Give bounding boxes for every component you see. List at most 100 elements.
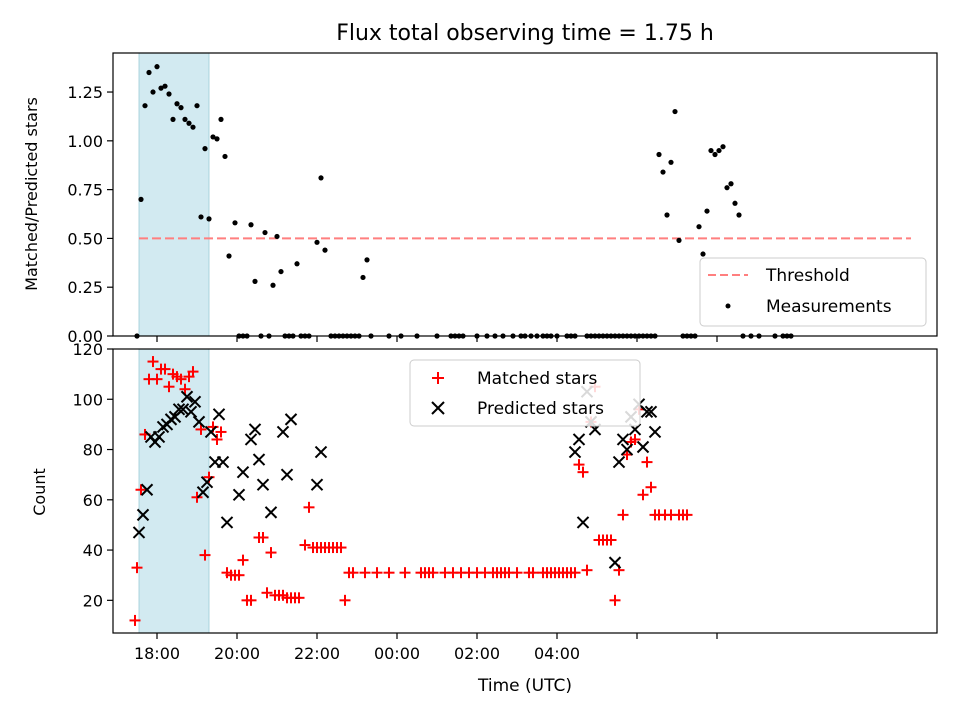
x-tick-label: 02:00 bbox=[454, 644, 500, 663]
threshold-legend-label: Threshold bbox=[765, 266, 850, 286]
measurement-point bbox=[194, 103, 200, 109]
measurement-point bbox=[318, 175, 324, 181]
matched-legend-marker bbox=[432, 372, 444, 384]
predicted-point bbox=[256, 478, 270, 491]
measurement-point bbox=[728, 181, 734, 187]
measurement-point bbox=[186, 120, 192, 126]
predicted-point bbox=[212, 408, 226, 421]
predicted-point bbox=[216, 455, 230, 469]
matched-point bbox=[191, 491, 203, 503]
matched-point bbox=[605, 534, 617, 546]
matched-point bbox=[147, 356, 159, 368]
measurement-point bbox=[660, 169, 666, 175]
measurement-point bbox=[672, 108, 678, 115]
measurements-legend-marker bbox=[725, 303, 731, 309]
matched-point bbox=[383, 567, 395, 579]
predicted-point bbox=[184, 405, 198, 419]
predicted-point bbox=[612, 455, 626, 469]
predicted-point bbox=[616, 433, 630, 446]
matched-point bbox=[339, 594, 351, 606]
measurement-point bbox=[138, 196, 144, 202]
measurement-point bbox=[668, 159, 674, 165]
y-tick-label: 60 bbox=[83, 491, 103, 510]
predicted-point bbox=[172, 403, 186, 416]
matched-point bbox=[303, 501, 315, 513]
predicted-legend-marker bbox=[431, 401, 445, 415]
predicted-point bbox=[640, 405, 654, 419]
matched-point bbox=[335, 542, 347, 554]
matched-point bbox=[577, 466, 589, 478]
bottom-plot-frame bbox=[112, 348, 938, 634]
matched-legend-label: Matched stars bbox=[477, 369, 597, 389]
measurement-point bbox=[364, 257, 370, 263]
x-axis-label: Time (UTC) bbox=[477, 676, 572, 696]
measurement-point bbox=[252, 278, 258, 284]
measurement-point bbox=[360, 274, 366, 281]
matched-point bbox=[359, 567, 371, 579]
matched-point bbox=[135, 484, 147, 496]
measurement-point bbox=[720, 144, 726, 150]
measurement-point bbox=[708, 147, 714, 154]
predicted-point bbox=[264, 506, 278, 519]
y-tick-label: 0.00 bbox=[67, 327, 103, 346]
measurement-point bbox=[166, 91, 172, 97]
measurement-point bbox=[322, 247, 328, 253]
x-tick-label: 18:00 bbox=[134, 644, 180, 663]
predicted-point bbox=[188, 395, 202, 408]
measurement-point bbox=[248, 222, 254, 228]
measurement-point bbox=[154, 64, 160, 70]
matched-point bbox=[215, 426, 227, 438]
measurement-point bbox=[656, 151, 662, 158]
measurement-point bbox=[142, 103, 148, 109]
shaded-span bbox=[138, 52, 210, 337]
matched-point bbox=[261, 587, 273, 599]
y-tick-label: 120 bbox=[72, 340, 103, 359]
matched-point bbox=[371, 567, 383, 579]
bottom-legend-box bbox=[409, 359, 641, 427]
measurement-point bbox=[294, 261, 300, 267]
predicted-point bbox=[608, 556, 622, 569]
matched-point bbox=[237, 554, 249, 566]
matched-point bbox=[609, 594, 621, 606]
y-tick-label: 20 bbox=[83, 591, 103, 610]
matched-point bbox=[511, 567, 523, 579]
y-tick-label: 80 bbox=[83, 441, 103, 460]
measurement-point bbox=[712, 151, 718, 158]
y-tick-label: 40 bbox=[83, 541, 103, 560]
predicted-point bbox=[568, 445, 582, 459]
predicted-point bbox=[576, 516, 590, 529]
matched-point bbox=[645, 481, 657, 493]
bottom-legend: Matched stars Predicted stars bbox=[409, 359, 641, 427]
predicted-point bbox=[310, 478, 324, 491]
measurement-point bbox=[178, 105, 184, 111]
measurement-point bbox=[262, 229, 268, 236]
predicted-point bbox=[200, 475, 214, 489]
x-tick-label: 04:00 bbox=[534, 644, 580, 663]
matched-point bbox=[299, 539, 311, 551]
measurement-point bbox=[676, 237, 682, 243]
predicted-point bbox=[204, 425, 218, 439]
matched-point bbox=[151, 373, 163, 385]
predicted-point bbox=[140, 483, 154, 496]
chart-title: Flux total observing time = 1.75 h bbox=[336, 21, 714, 46]
predicted-point bbox=[644, 405, 658, 419]
predicted-point bbox=[636, 440, 650, 454]
measurement-point bbox=[190, 124, 196, 130]
predicted-point bbox=[192, 415, 206, 429]
matched-point bbox=[175, 373, 187, 385]
x-tick-label: 00:00 bbox=[374, 644, 420, 663]
measurement-point bbox=[232, 220, 238, 226]
matched-point bbox=[245, 594, 257, 606]
matched-point bbox=[187, 366, 199, 378]
top-plot-frame bbox=[112, 52, 938, 337]
matched-point bbox=[179, 383, 191, 395]
predicted-point bbox=[136, 508, 150, 522]
x-tick-label: 22:00 bbox=[294, 644, 340, 663]
measurement-point bbox=[732, 200, 738, 206]
measurement-point bbox=[146, 69, 152, 76]
predicted-point bbox=[314, 445, 328, 459]
matched-point bbox=[163, 381, 175, 393]
measurement-point bbox=[724, 185, 730, 191]
measurement-point bbox=[206, 216, 212, 222]
matched-point bbox=[257, 531, 269, 543]
